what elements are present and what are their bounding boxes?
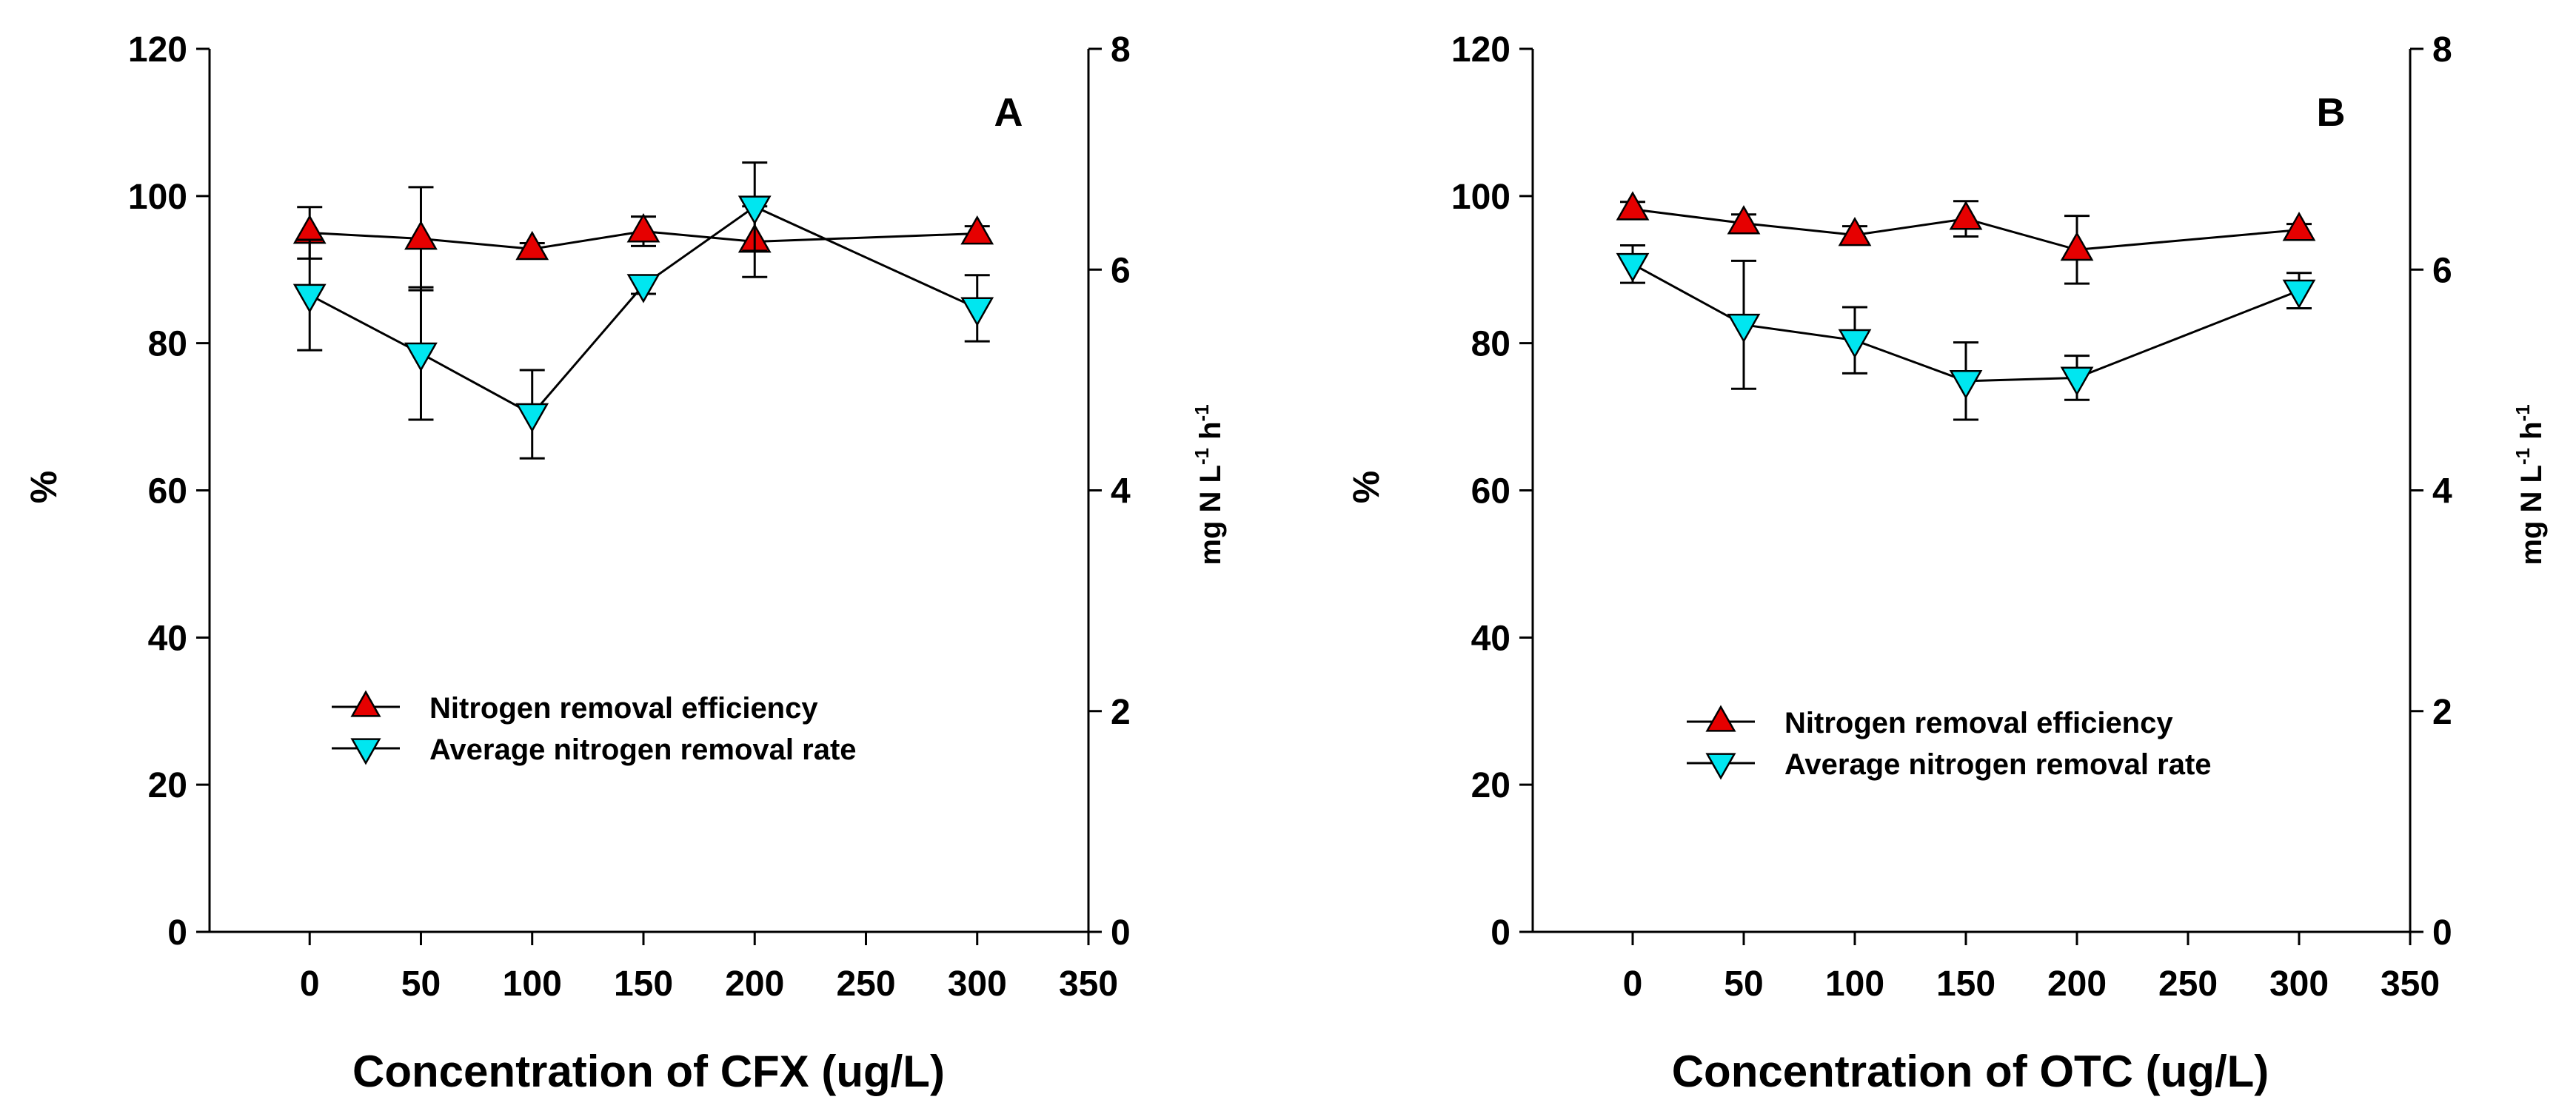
legend-label-efficiency-a: Nitrogen removal efficiency xyxy=(429,692,818,725)
marker-rate-a xyxy=(515,403,549,433)
x-tick-label-b: 50 xyxy=(1724,964,1763,1004)
marker-efficiency-b xyxy=(1727,205,1761,235)
x-tick-label-a: 0 xyxy=(300,964,320,1004)
marker-rate-b xyxy=(1727,313,1761,343)
x-tick-label-a: 100 xyxy=(503,964,562,1004)
legend-label-rate-a: Average nitrogen removal rate xyxy=(429,734,857,766)
marker-efficiency-b xyxy=(2282,212,2316,241)
marker-rate-a xyxy=(737,195,772,225)
y-tick-label-b: 80 xyxy=(1471,325,1511,364)
y-tick-label-b: 120 xyxy=(1451,30,1511,70)
series-line-efficiency-a xyxy=(310,230,977,250)
y2-tick-label-a: 0 xyxy=(1111,913,1131,953)
x-tick-label-b: 100 xyxy=(1825,964,1884,1004)
series-line-rate-b xyxy=(1632,263,2300,383)
y2-tick-label-b: 8 xyxy=(2432,30,2452,70)
x-tick-label-b: 200 xyxy=(2047,964,2107,1004)
y2-tick-label-a: 2 xyxy=(1111,693,1131,732)
y-tick-label-b: 100 xyxy=(1451,178,1511,217)
y-tick-label-a: 40 xyxy=(148,619,187,658)
y2-tick-label-b: 6 xyxy=(2432,251,2452,290)
series-line-rate-a xyxy=(309,205,978,416)
marker-rate-a xyxy=(626,274,660,303)
y-tick-label-a: 0 xyxy=(167,913,187,953)
y-tick-label-a: 80 xyxy=(148,325,187,364)
legend-label-rate-b: Average nitrogen removal rate xyxy=(1784,748,2212,781)
y-tick-label-b: 20 xyxy=(1471,766,1511,805)
x-tick-label-a: 350 xyxy=(1059,964,1118,1004)
y-tick-label-b: 40 xyxy=(1471,619,1511,658)
y-tick-label-a: 20 xyxy=(148,766,187,805)
y2-axis-label-b: mg N L-1 h-1 xyxy=(2512,404,2548,565)
y2-tick-label-b: 2 xyxy=(2432,693,2452,732)
legend-marker-efficiency-b xyxy=(1705,705,1736,732)
marker-efficiency-a xyxy=(404,220,438,250)
legend-label-efficiency-b: Nitrogen removal efficiency xyxy=(1784,707,2173,739)
x-tick-label-b: 350 xyxy=(2381,964,2440,1004)
x-tick-label-b: 150 xyxy=(1936,964,1995,1004)
x-tick-label-a: 300 xyxy=(948,964,1007,1004)
marker-rate-b xyxy=(2060,366,2094,396)
y2-tick-label-a: 8 xyxy=(1111,30,1131,70)
marker-rate-b xyxy=(2282,279,2316,309)
chart-panel-a: A Concentration of CFX (ug/L) % mg N L-1… xyxy=(23,30,1227,1096)
x-tick-label-a: 50 xyxy=(401,964,441,1004)
marker-efficiency-b xyxy=(1616,191,1650,221)
x-axis-label-b: Concentration of OTC (ug/L) xyxy=(1672,1047,2269,1096)
y2-tick-label-a: 6 xyxy=(1111,251,1131,290)
y2-tick-label-b: 0 xyxy=(2432,913,2452,953)
y-tick-label-a: 60 xyxy=(148,472,187,511)
y-tick-label-b: 0 xyxy=(1491,913,1511,953)
marker-rate-a xyxy=(960,297,994,326)
marker-efficiency-a xyxy=(626,213,660,243)
marker-rate-b xyxy=(1949,369,1983,400)
marker-efficiency-a xyxy=(515,230,549,261)
y-axis-label-b: % xyxy=(1345,471,1387,503)
y-tick-label-a: 120 xyxy=(128,30,187,70)
legend-marker-efficiency-a xyxy=(350,690,381,717)
marker-rate-a xyxy=(404,342,438,372)
marker-rate-b xyxy=(1616,252,1650,283)
legend-marker-rate-a xyxy=(350,738,381,765)
marker-efficiency-b xyxy=(1838,216,1872,246)
x-tick-label-a: 200 xyxy=(725,964,784,1004)
x-tick-label-b: 0 xyxy=(1623,964,1643,1004)
y-tick-label-a: 100 xyxy=(128,178,187,217)
x-tick-label-b: 250 xyxy=(2158,964,2218,1004)
panel-label-a: A xyxy=(994,90,1023,135)
y-axis-label-a: % xyxy=(23,471,64,503)
y-tick-label-b: 60 xyxy=(1471,472,1511,511)
series-line-efficiency-b xyxy=(1632,208,2300,251)
marker-efficiency-a xyxy=(960,215,994,245)
y2-axis-label-a: mg N L-1 h-1 xyxy=(1191,404,1227,565)
legend-marker-rate-b xyxy=(1705,753,1736,780)
x-tick-label-b: 300 xyxy=(2269,964,2329,1004)
y2-tick-label-a: 4 xyxy=(1111,472,1131,511)
marker-rate-b xyxy=(1838,329,1872,359)
panel-label-b: B xyxy=(2317,90,2346,135)
chart-panel-b: B Concentration of OTC (ug/L) % mg N L-1… xyxy=(1345,30,2548,1096)
marker-efficiency-b xyxy=(2060,231,2094,261)
x-tick-label-a: 250 xyxy=(836,964,895,1004)
y2-tick-label-b: 4 xyxy=(2432,472,2452,511)
marker-efficiency-b xyxy=(1949,201,1983,230)
marker-rate-a xyxy=(292,283,327,314)
x-tick-label-a: 150 xyxy=(614,964,673,1004)
x-axis-label-a: Concentration of CFX (ug/L) xyxy=(352,1047,945,1096)
